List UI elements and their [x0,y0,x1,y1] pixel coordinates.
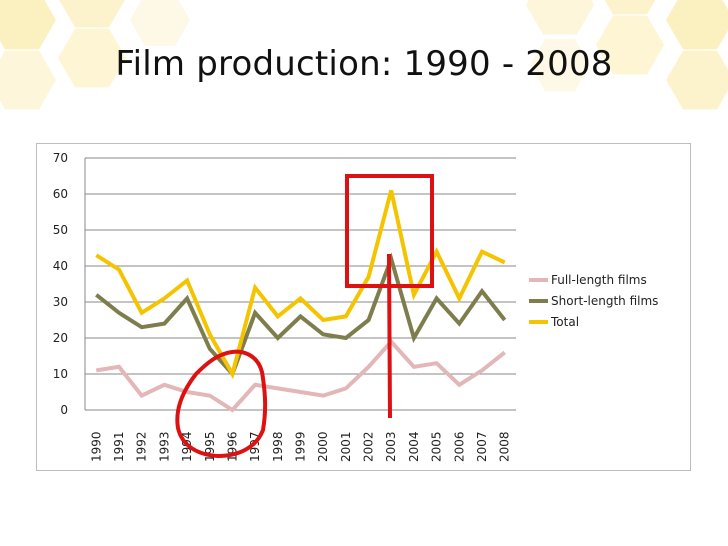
x-tick-label: 1998 [271,431,285,462]
highlight-circle [175,349,268,458]
x-tick-label: 1999 [294,431,308,462]
slide-title: Film production: 1990 - 2008 [115,44,613,84]
y-tick-label: 60 [53,187,68,201]
honeycomb-cell [58,28,126,88]
x-tick-label: 2006 [452,431,466,462]
x-tick-label: 2004 [407,431,421,462]
y-tick-label: 0 [60,403,68,417]
y-tick-label: 10 [53,367,68,381]
honeycomb-cell [59,0,125,28]
annotations [175,174,434,458]
x-tick-label: 2007 [475,431,489,462]
honeycomb-cell [596,15,664,75]
highlight-line [387,253,392,419]
series-line [95,252,507,378]
x-tick-label: 2002 [362,431,376,462]
y-tick-label: 40 [53,259,68,273]
chart-frame [36,143,691,471]
x-tick-label: 2005 [430,431,444,462]
honeycomb-cell [0,50,56,110]
honeycomb-cell [130,0,190,46]
x-tick-label: 2008 [498,431,512,462]
legend-label: Short-length films [551,294,658,308]
y-tick-label: 70 [53,151,68,165]
legend-label: Total [550,315,579,329]
y-tick-label: 20 [53,331,68,345]
honeycomb-cell [604,0,656,15]
x-tick-label: 1992 [135,431,149,462]
honeycomb-cell [0,0,56,50]
x-tick-label: 1996 [225,431,239,462]
legend-label: Full-length films [551,273,647,287]
x-tick-label: 1993 [157,431,171,462]
y-tick-label: 30 [53,295,68,309]
series-line [95,189,506,380]
series-line [95,338,506,413]
x-tick-label: 1990 [89,431,103,462]
x-tick-label: 1991 [112,431,126,462]
x-tick-label: 2000 [316,431,330,462]
x-tick-label: 2003 [384,431,398,462]
honeycomb-cell [530,39,590,91]
series-lines [95,189,507,413]
honeycomb-cell [666,0,728,50]
honeycomb-cell [526,0,594,35]
honeycomb-cell [666,50,728,110]
y-tick-label: 50 [53,223,68,237]
x-tick-label: 2001 [339,431,353,462]
legend: Full-length films Short-length films Total [529,273,658,329]
